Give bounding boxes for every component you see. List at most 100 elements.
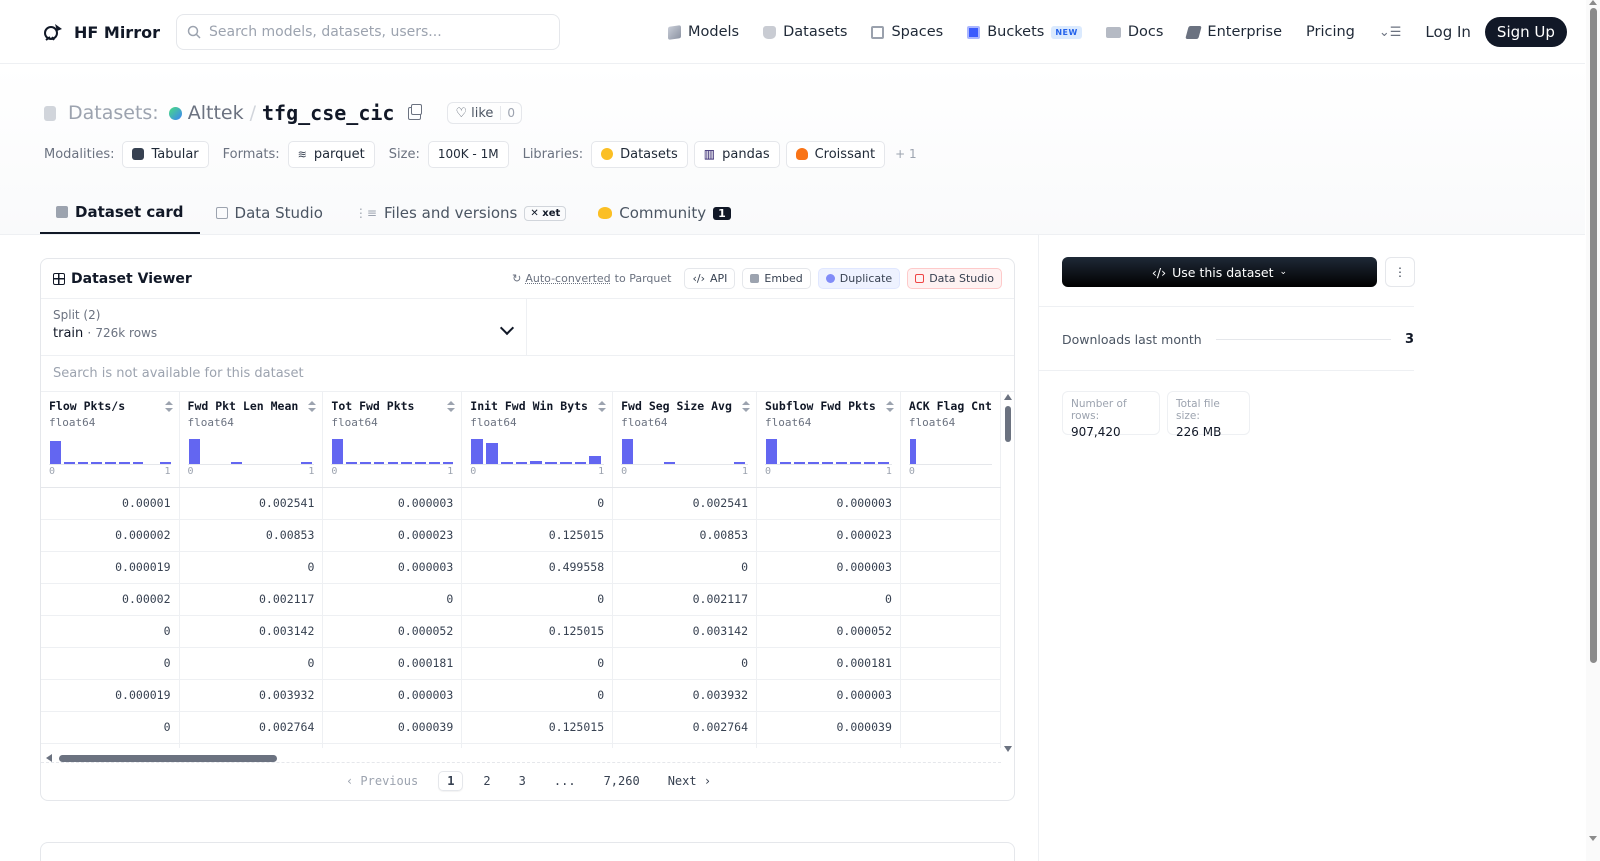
previous-page[interactable]: ‹ Previous: [338, 772, 426, 790]
table-cell[interactable]: 0.002764: [179, 711, 323, 743]
column-header[interactable]: Init Fwd Win Byts float64 0 1: [462, 392, 613, 487]
auto-converted-link[interactable]: Auto-converted: [525, 272, 610, 285]
table-cell[interactable]: 0.000181: [757, 647, 901, 679]
page-scrollbar[interactable]: [1586, 0, 1600, 861]
next-page[interactable]: Next ›: [660, 772, 719, 790]
table-cell[interactable]: 0.000023: [323, 519, 462, 551]
table-cell[interactable]: 0: [613, 551, 757, 583]
table-cell[interactable]: [462, 743, 613, 748]
sort-icon[interactable]: [165, 401, 173, 412]
page-1[interactable]: 1: [438, 771, 463, 791]
histogram-bar[interactable]: [64, 462, 75, 464]
table-cell[interactable]: 0.000003: [757, 679, 901, 711]
histogram-bar[interactable]: [360, 462, 371, 464]
histogram-bar[interactable]: [545, 462, 557, 464]
table-cell[interactable]: 0.003932: [613, 679, 757, 711]
table-cell[interactable]: 0.00001: [41, 487, 179, 519]
page-2[interactable]: 2: [475, 772, 498, 790]
table-cell[interactable]: 0: [757, 583, 901, 615]
table-cell[interactable]: 0.000003: [323, 679, 462, 711]
table-cell[interactable]: 0.000003: [757, 487, 901, 519]
histogram-bar[interactable]: [78, 462, 89, 464]
like-button[interactable]: ♡ like 0: [447, 102, 522, 124]
table-cell[interactable]: 0: [462, 583, 613, 615]
table-cell[interactable]: [900, 743, 1000, 748]
table-cell[interactable]: [900, 583, 1000, 615]
duplicate-button[interactable]: Duplicate: [818, 268, 900, 289]
table-cell[interactable]: 0: [41, 615, 179, 647]
data-studio-button[interactable]: Data Studio: [907, 268, 1002, 289]
table-cell[interactable]: [900, 711, 1000, 743]
histogram-bar[interactable]: [530, 461, 542, 464]
histogram-bar[interactable]: [878, 462, 889, 464]
nav-buckets[interactable]: Buckets NEW: [967, 24, 1082, 40]
table-cell[interactable]: 0: [41, 647, 179, 679]
table-horizontal-scrollbar[interactable]: [41, 751, 1001, 763]
table-cell[interactable]: 0.000181: [323, 647, 462, 679]
nav-docs[interactable]: Docs: [1106, 24, 1164, 40]
histogram-bar[interactable]: [516, 462, 528, 464]
embed-button[interactable]: Embed: [742, 268, 810, 289]
histogram-bar[interactable]: [486, 443, 498, 464]
histogram-bar[interactable]: [664, 462, 675, 464]
histogram-bar[interactable]: [119, 462, 130, 464]
tab-community[interactable]: Community 1: [582, 192, 746, 234]
table-cell[interactable]: 0: [323, 583, 462, 615]
histogram-bar[interactable]: [91, 462, 102, 464]
histogram-bar[interactable]: [501, 462, 513, 464]
table-cell[interactable]: [41, 743, 179, 748]
library-chip-pandas[interactable]: ▥ pandas: [694, 141, 780, 168]
table-cell[interactable]: 0: [179, 551, 323, 583]
table-cell[interactable]: 0: [41, 711, 179, 743]
histogram-bar[interactable]: [910, 439, 916, 464]
modality-chip[interactable]: Tabular: [122, 141, 208, 168]
library-chip-datasets[interactable]: Datasets: [591, 141, 688, 168]
table-cell[interactable]: 0.000052: [757, 615, 901, 647]
table-cell[interactable]: [900, 519, 1000, 551]
logo[interactable]: HF Mirror: [42, 20, 160, 44]
table-cell[interactable]: 0.000003: [323, 551, 462, 583]
repo-name[interactable]: tfg_cse_cic: [262, 101, 394, 125]
histogram-bar[interactable]: [560, 462, 572, 464]
histogram-bar[interactable]: [415, 462, 426, 464]
library-chip-croissant[interactable]: Croissant: [786, 141, 886, 168]
tab-dataset-card[interactable]: Dataset card: [40, 192, 200, 234]
histogram-bar[interactable]: [822, 462, 833, 464]
column-header[interactable]: ACK Flag Cnt float64 0: [900, 392, 1000, 487]
signup-button[interactable]: Sign Up: [1485, 17, 1567, 47]
table-cell[interactable]: 0.000003: [757, 551, 901, 583]
histogram-bar[interactable]: [808, 462, 819, 464]
histogram-bar[interactable]: [836, 462, 847, 464]
table-cell[interactable]: [757, 743, 901, 748]
size-chip[interactable]: 100K - 1M: [428, 141, 509, 168]
table-cell[interactable]: 0.00853: [179, 519, 323, 551]
histogram-bar[interactable]: [734, 462, 745, 464]
repo-owner[interactable]: Alttek: [188, 102, 244, 124]
histogram-bar[interactable]: [301, 462, 312, 464]
histogram-bar[interactable]: [471, 439, 483, 464]
histogram-bar[interactable]: [189, 439, 200, 464]
table-cell[interactable]: 0.002117: [613, 583, 757, 615]
histogram-bar[interactable]: [589, 456, 601, 464]
table-cell[interactable]: 0: [462, 487, 613, 519]
table-cell[interactable]: 0.000039: [323, 711, 462, 743]
column-header[interactable]: Fwd Seg Size Avg float64 0 1: [613, 392, 757, 487]
histogram-bar[interactable]: [780, 462, 791, 464]
histogram-bar[interactable]: [575, 462, 587, 464]
histogram-bar[interactable]: [766, 439, 777, 464]
table-cell[interactable]: [900, 551, 1000, 583]
nav-pricing[interactable]: Pricing: [1306, 24, 1355, 40]
table-cell[interactable]: 0.000023: [757, 519, 901, 551]
histogram-bar[interactable]: [346, 462, 357, 464]
histogram-bar[interactable]: [429, 462, 440, 464]
table-cell[interactable]: [613, 743, 757, 748]
histogram-bar[interactable]: [794, 462, 805, 464]
histogram-bar[interactable]: [401, 462, 412, 464]
table-cell[interactable]: 0.002541: [179, 487, 323, 519]
histogram-bar[interactable]: [105, 462, 116, 464]
table-cell[interactable]: [900, 615, 1000, 647]
search-box[interactable]: [176, 14, 560, 50]
more-options-button[interactable]: ⋮: [1385, 257, 1415, 287]
use-dataset-button[interactable]: ‹/› Use this dataset ⌄: [1062, 257, 1377, 287]
nav-models[interactable]: Models: [668, 24, 739, 40]
